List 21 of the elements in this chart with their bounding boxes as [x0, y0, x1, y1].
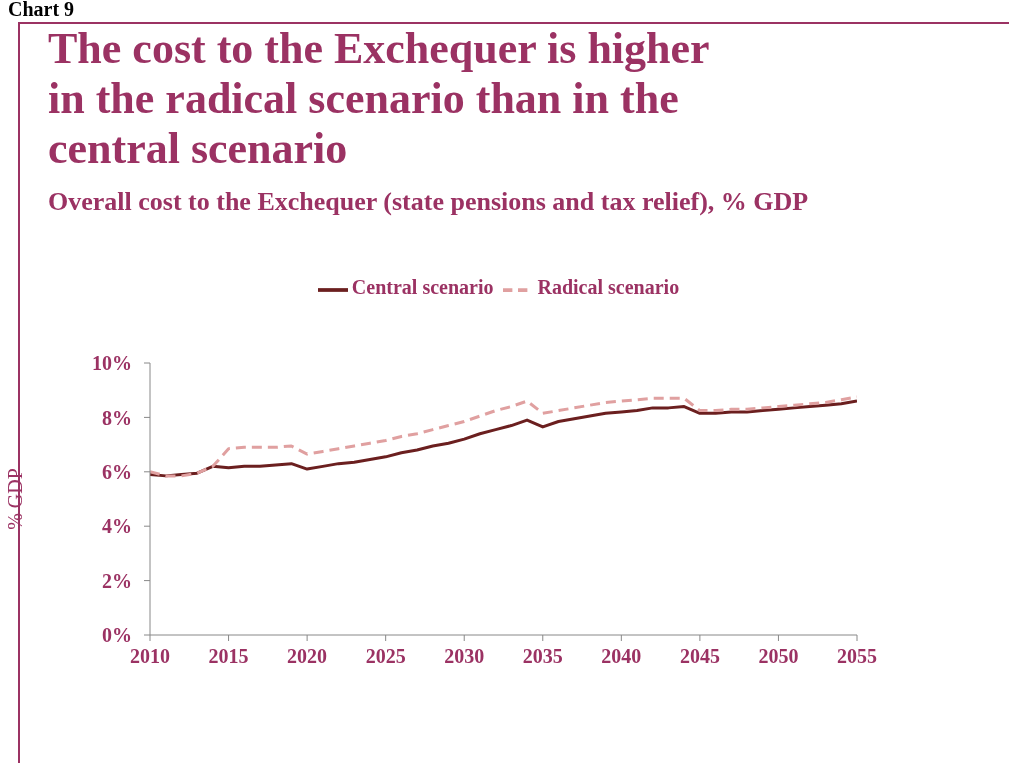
- caption: Chart 9: [8, 0, 75, 21]
- x-tick-label: 2030: [444, 645, 485, 668]
- y-tick-label: 4%: [102, 515, 132, 538]
- y-tick-label: 2%: [102, 569, 132, 592]
- x-tick-label: 2035: [522, 645, 563, 668]
- y-tick-label: 0%: [102, 624, 132, 647]
- legend-label: Radical scenario: [537, 275, 680, 298]
- y-tick-label: 10%: [92, 352, 132, 375]
- x-tick-label: 2025: [365, 645, 406, 668]
- x-tick-label: 2040: [601, 645, 642, 668]
- y-tick-label: 6%: [102, 460, 132, 483]
- x-tick-label: 2055: [837, 645, 877, 668]
- y-tick-label: 8%: [102, 406, 132, 429]
- x-tick-label: 2010: [130, 645, 170, 668]
- x-tick-label: 2050: [758, 645, 799, 668]
- legend-label: Central scenario: [351, 275, 494, 298]
- chart-title: The cost to the Exchequer is higher in the radical scenario than in the central scenario: [48, 24, 710, 174]
- x-tick-label: 2045: [679, 645, 720, 668]
- x-tick-label: 2020: [287, 645, 328, 668]
- chart-subtitle: Overall cost to the Exchequer (state pensions and tax relief), % GDP: [48, 187, 810, 216]
- x-tick-label: 2015: [208, 645, 249, 668]
